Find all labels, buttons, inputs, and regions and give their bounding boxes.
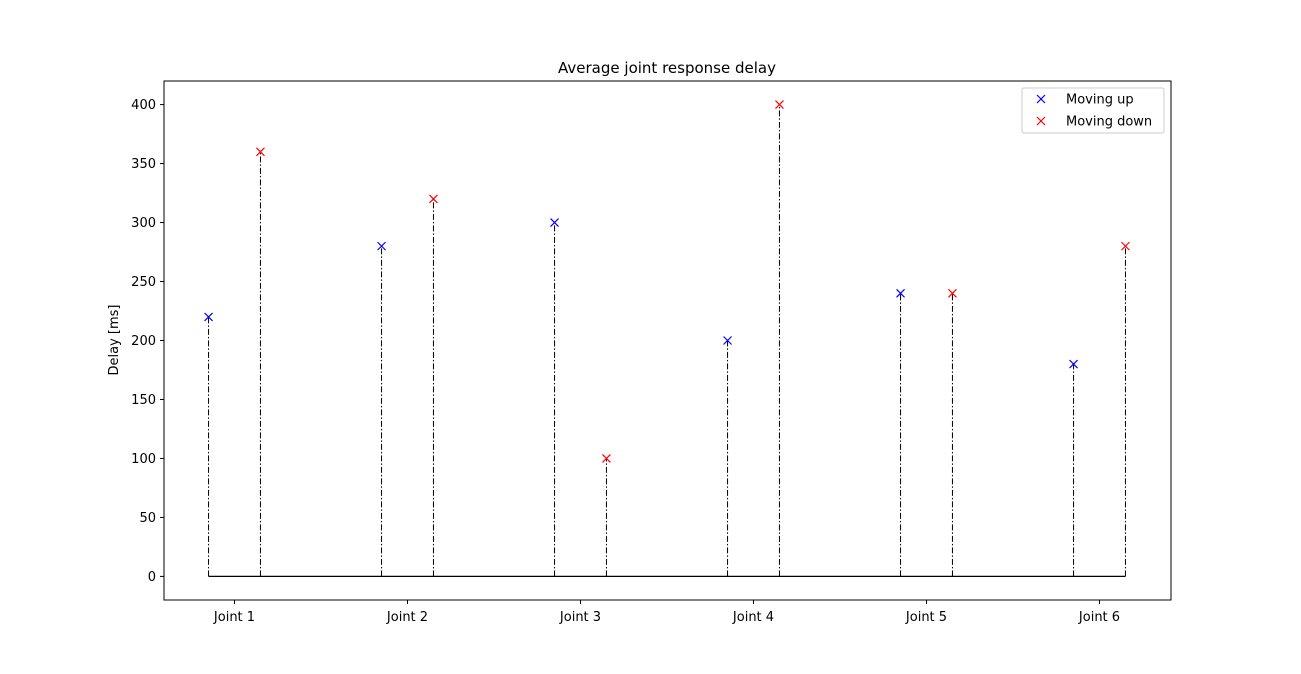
- marker-stroke: [1036, 116, 1046, 126]
- data-point: [948, 288, 957, 298]
- marker-stroke: [1036, 94, 1046, 104]
- marker-stroke: [377, 241, 386, 251]
- data-point: [256, 147, 265, 157]
- marker-stroke: [1121, 241, 1130, 251]
- y-tick-label: 50: [139, 511, 156, 526]
- y-tick-label: 300: [131, 216, 156, 231]
- chart-title: Average joint response delay: [558, 59, 776, 77]
- marker-stroke: [256, 147, 265, 157]
- y-tick-label: 400: [131, 98, 156, 113]
- y-tick-label: 0: [148, 570, 156, 585]
- marker-stroke: [896, 288, 905, 298]
- data-point: [429, 194, 438, 204]
- legend: Moving up Moving down: [1021, 87, 1165, 134]
- legend-label: Moving up: [1066, 93, 1134, 108]
- y-tick-label: 250: [131, 275, 156, 290]
- legend-box: [1021, 87, 1165, 134]
- legend-label: Moving down: [1066, 115, 1152, 130]
- y-tick-label: 100: [131, 452, 156, 467]
- marker-stroke: [948, 288, 957, 298]
- marker-stroke: [723, 336, 732, 345]
- legend-marker: [1036, 94, 1046, 104]
- data-point: [204, 312, 213, 322]
- data-point: [775, 100, 784, 110]
- y-tick-label: 150: [131, 393, 156, 408]
- marker-stroke: [204, 312, 213, 322]
- marker-stroke: [550, 218, 559, 227]
- data-point: [1121, 241, 1130, 251]
- data-point: [602, 454, 611, 463]
- marker-stroke: [429, 194, 438, 204]
- data-point: [377, 241, 386, 251]
- x-tick-label: Joint 3: [559, 610, 601, 625]
- x-tick-label: Joint 6: [1078, 610, 1120, 625]
- legend-marker: [1036, 116, 1046, 126]
- data-point: [896, 288, 905, 298]
- marker-stroke: [775, 100, 784, 110]
- y-tick-label: 200: [131, 334, 156, 349]
- x-tick-label: Joint 5: [905, 610, 947, 625]
- data-point: [550, 218, 559, 227]
- y-axis-label: Delay [ms]: [107, 305, 122, 376]
- plot-frame: [163, 80, 1172, 601]
- marker-stroke: [1069, 359, 1078, 369]
- data-point: [723, 336, 732, 345]
- marker-stroke: [602, 454, 611, 463]
- x-tick-label: Joint 1: [213, 610, 255, 625]
- data-point: [1069, 359, 1078, 369]
- y-tick-label: 350: [131, 157, 156, 172]
- x-tick-label: Joint 2: [386, 610, 428, 625]
- x-tick-label: Joint 4: [732, 610, 774, 625]
